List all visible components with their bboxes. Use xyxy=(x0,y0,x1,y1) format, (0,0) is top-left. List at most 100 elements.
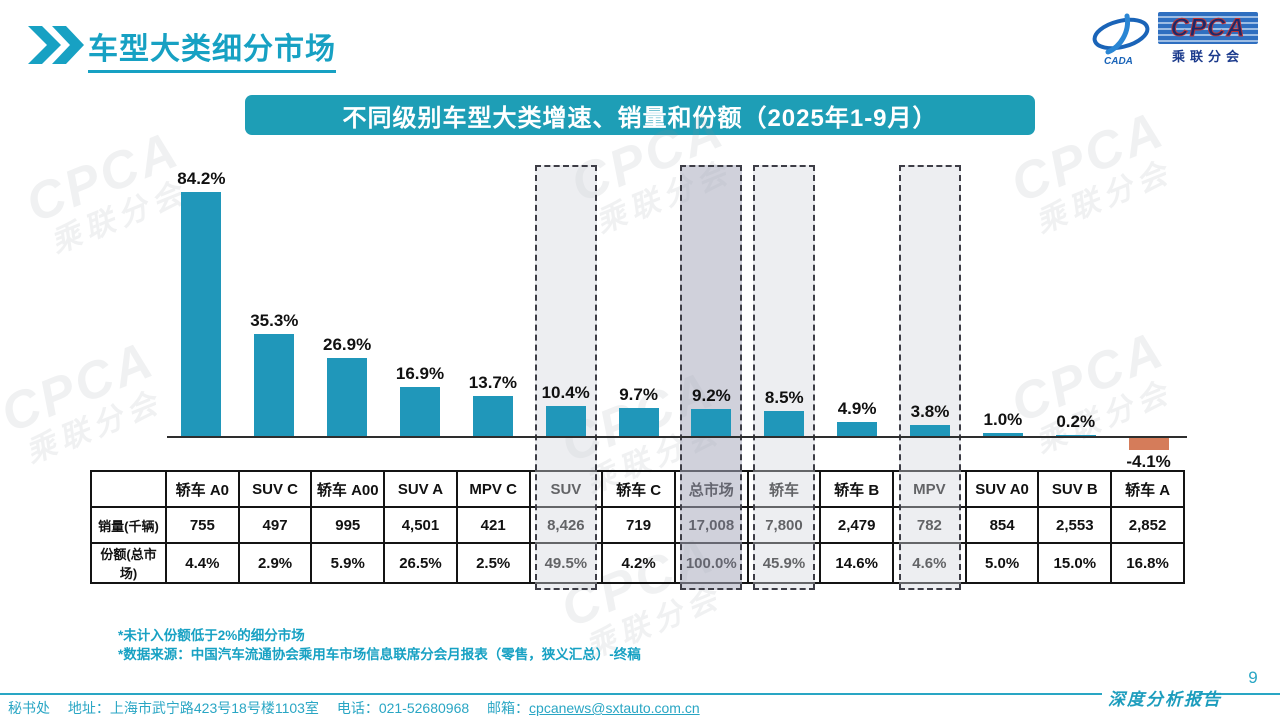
bar-value-label: 10.4% xyxy=(541,382,590,402)
cpca-logo-swoosh-icon: CADA xyxy=(1092,13,1150,66)
bar xyxy=(327,358,368,436)
highlight-box xyxy=(680,165,743,590)
bar xyxy=(691,409,732,436)
footer-rule xyxy=(0,693,1102,695)
table-col-header: 轿车 B xyxy=(819,470,895,508)
watermark-line2: 乘联分会 xyxy=(21,385,168,470)
table-cell: 4,501 xyxy=(383,506,458,544)
footer-email-link[interactable]: cpcanews@sxtauto.com.cn xyxy=(529,700,700,716)
bar-value-label: 0.2% xyxy=(1056,412,1096,431)
footer-phone: 电话：021-52680968 xyxy=(336,700,470,716)
table-cell: 4.4% xyxy=(165,542,240,584)
table-cell: 4.2% xyxy=(601,542,676,584)
chart-title-banner: 不同级别车型大类增速、销量和份额（2025年1-9月） xyxy=(245,95,1035,135)
table-cell: 2.5% xyxy=(455,542,531,584)
table-col-header: 轿车 xyxy=(746,470,822,508)
table-cell: 755 xyxy=(165,506,240,544)
bar xyxy=(910,425,950,436)
footer-contact: 秘书处 地址：上海市武宁路423号18号楼1103室 电话：021-526809… xyxy=(8,698,700,718)
watermark-line2: 乘联分会 xyxy=(1031,155,1178,240)
cpca-text: CPCA xyxy=(1170,13,1246,42)
bar xyxy=(837,421,878,436)
table-col-header: 轿车 A00 xyxy=(310,470,386,508)
footer-address: 地址：上海市武宁路423号18号楼1103室 xyxy=(67,700,319,716)
bar xyxy=(472,396,513,436)
bar-value-label: 1.0% xyxy=(983,410,1023,430)
table-cell: 49.5% xyxy=(528,542,604,584)
table-cell: 854 xyxy=(964,506,1040,544)
bar-value-label: 4.9% xyxy=(837,398,877,418)
footer-rule-right xyxy=(1199,693,1280,695)
highlight-box xyxy=(534,165,597,590)
table-cell: 719 xyxy=(601,506,676,544)
table-cell: 45.9% xyxy=(746,542,822,584)
table-corner-cell xyxy=(90,470,167,508)
table-cell: 782 xyxy=(892,506,967,544)
table-cell: 2,852 xyxy=(1110,506,1185,544)
bar xyxy=(618,407,659,436)
bar-value-label: 9.2% xyxy=(692,386,731,406)
bar-value-label: 35.3% xyxy=(250,310,299,330)
watermark-line1: CPCA xyxy=(18,120,188,235)
bar xyxy=(400,387,440,436)
footer-email-label: 邮箱： xyxy=(487,700,530,716)
bar xyxy=(982,433,1023,436)
table-col-header: SUV A xyxy=(383,470,458,508)
bar-value-label: 16.9% xyxy=(395,364,445,383)
table-col-header: 轿车 C xyxy=(601,470,676,508)
table-cell: 421 xyxy=(455,506,531,544)
bar xyxy=(545,405,586,436)
table-cell: 497 xyxy=(237,506,313,544)
bar xyxy=(1128,438,1169,450)
report-label: 深度分析报告 xyxy=(1108,690,1222,710)
table-row-label: 销量(千辆) xyxy=(90,506,167,544)
bar-value-label: 3.8% xyxy=(910,402,950,421)
table-cell: 2,479 xyxy=(819,506,895,544)
table-cell: 2,553 xyxy=(1037,506,1113,544)
cpca-org-text: 乘联分会 xyxy=(1171,49,1244,64)
bar xyxy=(764,411,805,436)
highlight-box xyxy=(753,165,816,590)
footnote-1: *未计入份额低于2%的细分市场 xyxy=(118,628,305,643)
table-col-header: SUV A0 xyxy=(964,470,1040,508)
table-cell: 4.6% xyxy=(892,542,967,584)
cpca-logo-box: CPCA xyxy=(1158,12,1258,44)
bar-value-label: 8.5% xyxy=(764,388,804,408)
table-cell: 15.0% xyxy=(1037,542,1113,584)
footer-secretariat: 秘书处 xyxy=(8,700,50,716)
bar xyxy=(1055,435,1096,436)
table-cell: 7,800 xyxy=(746,506,822,544)
bar xyxy=(254,333,295,436)
double-chevron-icon xyxy=(28,26,84,64)
table-col-header: SUV C xyxy=(237,470,313,508)
bar-value-label: 84.2% xyxy=(177,169,226,188)
table-cell: 995 xyxy=(310,506,386,544)
table-cell: 26.5% xyxy=(383,542,458,584)
table-cell: 14.6% xyxy=(819,542,895,584)
table-cell: 8,426 xyxy=(528,506,604,544)
table-cell: 5.0% xyxy=(964,542,1040,584)
cpca-logo: CADA CPCA 乘联分会 xyxy=(1090,12,1265,68)
page-title: 车型大类细分市场 xyxy=(88,24,336,73)
bar-value-label: 13.7% xyxy=(468,373,517,393)
cpca-logo-right: CPCA 乘联分会 xyxy=(1158,12,1258,65)
table-row-label: 份额(总市场) xyxy=(90,542,167,584)
table-col-header: MPV C xyxy=(455,470,531,508)
table-col-header: 轿车 A xyxy=(1110,470,1185,508)
bar-value-label: -4.1% xyxy=(1126,451,1171,471)
watermark-line1: CPCA xyxy=(0,330,163,445)
page-number: 9 xyxy=(1248,668,1258,687)
highlight-box xyxy=(899,165,961,590)
bar-value-label: 26.9% xyxy=(322,335,372,354)
table-col-header: SUV xyxy=(528,470,604,508)
cada-text: CADA xyxy=(1104,56,1133,66)
footnote-2: *数据来源：中国汽车流通协会乘用车市场信息联席分会月报表（零售，狭义汇总）-终稿 xyxy=(118,647,641,662)
table-cell: 5.9% xyxy=(310,542,386,584)
table-cell: 2.9% xyxy=(237,542,313,584)
x-axis-line xyxy=(167,436,1187,438)
